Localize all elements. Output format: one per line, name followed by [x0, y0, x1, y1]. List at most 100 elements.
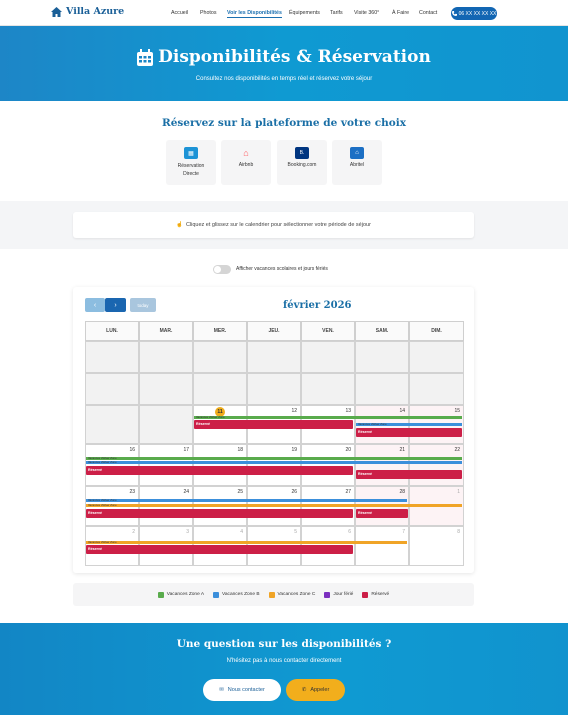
calendar-day-cell[interactable]: 22 — [409, 444, 464, 486]
day-number: 6 — [348, 529, 351, 535]
holiday-bar-zone-b[interactable]: Vacances d'Hiver Zone — [356, 423, 462, 426]
platform-label: Abritel — [349, 162, 365, 168]
footer-title: Une question sur les disponibilités ? — [176, 638, 392, 650]
calendar-day-cell[interactable] — [301, 341, 355, 373]
calendar-day-cell[interactable]: 16 — [85, 444, 139, 486]
calendar-day-cell[interactable] — [85, 405, 139, 444]
logo-text: Villa Azure — [66, 6, 125, 17]
holidays-toggle[interactable] — [213, 265, 231, 274]
day-number: 14 — [399, 408, 405, 414]
day-number: 3 — [186, 529, 189, 535]
reservation-bar[interactable]: Réservé — [356, 428, 462, 437]
holiday-bar-zone-c[interactable]: Vacances d'Hiver Zone — [86, 541, 407, 544]
day-number: 22 — [454, 447, 460, 453]
calendar-day-cell[interactable]: 18 — [193, 444, 247, 486]
weekday-header-mar: MAR. — [139, 321, 193, 341]
platform-label: Airbnb — [238, 162, 254, 168]
day-number: 21 — [399, 447, 405, 453]
calendar-day-cell[interactable] — [409, 341, 464, 373]
weekday-header-ven: VEN. — [301, 321, 355, 341]
platform-label: Réservation Directe — [177, 163, 205, 177]
calendar-day-cell[interactable]: 8 — [409, 526, 464, 566]
legend-item: Vacances Zone C — [268, 591, 315, 598]
day-number: 16 — [129, 447, 135, 453]
month-title: février 2026 — [283, 300, 352, 311]
holiday-bar-zone-c[interactable]: Vacances d'Hiver Zone — [86, 504, 462, 507]
call-button[interactable]: ✆ Appeler — [286, 679, 345, 701]
contact-button[interactable]: ✉ Nous contacter — [203, 679, 281, 701]
legend-label: Réservé — [371, 592, 390, 597]
calendar-day-cell[interactable] — [193, 341, 247, 373]
instruction-box: ☝ Cliquez et glissez sur le calendrier p… — [73, 212, 474, 238]
next-month-button[interactable]: › — [105, 298, 126, 312]
calendar-day-cell[interactable] — [139, 373, 193, 405]
page-title: Disponibilités & Réservation — [0, 47, 568, 67]
reservation-bar[interactable]: Réservé — [86, 545, 353, 554]
calendar-day-cell[interactable] — [193, 373, 247, 405]
holiday-bar-zone-b[interactable]: Vacances d'Hiver Zone — [86, 499, 407, 502]
calendar-day-cell[interactable] — [409, 373, 464, 405]
legend-label: Jour férié — [333, 592, 354, 597]
platform-card-abritel[interactable]: ⌂ Abritel — [332, 140, 382, 185]
legend-item: Jour férié — [324, 591, 354, 598]
nav-item-disponibilites[interactable]: Voir les Disponibilités — [227, 10, 282, 18]
platforms-title: Réservez sur la plateforme de votre choi… — [161, 117, 407, 129]
day-number: 26 — [291, 489, 297, 495]
holidays-toggle-label: Afficher vacances scolaires et jours fér… — [236, 266, 328, 272]
calendar-day-cell[interactable]: 20 — [301, 444, 355, 486]
calendar-day-cell[interactable]: 19 — [247, 444, 301, 486]
calendar-day-cell[interactable] — [85, 341, 139, 373]
reservation-bar[interactable]: Réservé — [356, 470, 462, 479]
calendar-day-cell[interactable] — [355, 373, 409, 405]
airbnb-icon: ⌂ — [243, 148, 249, 158]
calendar-day-cell[interactable] — [139, 341, 193, 373]
direct-booking-icon: ▦ — [184, 147, 198, 159]
nav-item-contact[interactable]: Contact — [419, 10, 438, 16]
nav-item-photos[interactable]: Photos — [200, 10, 217, 16]
abritel-icon: ⌂ — [350, 147, 364, 159]
day-number: 1 — [457, 489, 460, 495]
calendar-day-cell[interactable] — [355, 341, 409, 373]
platform-card-airbnb[interactable]: ⌂ Airbnb — [221, 140, 271, 185]
reservation-bar[interactable]: Réservé — [86, 509, 353, 518]
today-button[interactable]: today — [130, 298, 156, 312]
logo[interactable]: Villa Azure — [51, 6, 124, 17]
nav-item-equipements[interactable]: Équipements — [289, 10, 320, 16]
holiday-bar-zone-a[interactable]: Vacances d'Hiver Zone — [86, 457, 462, 460]
prev-month-button[interactable]: ‹ — [85, 298, 105, 312]
calendar-day-cell[interactable] — [85, 373, 139, 405]
nav-item-accueil[interactable]: Accueil — [171, 10, 189, 16]
phone-button[interactable]: 06 XX XX XX XX — [451, 7, 497, 20]
holiday-bar-zone-b[interactable]: Vacances d'Hiver Zone — [86, 461, 462, 464]
day-number: 2 — [132, 529, 135, 535]
calendar-day-cell[interactable] — [247, 341, 301, 373]
legend-label: Vacances Zone A — [166, 592, 205, 597]
platform-label: Booking.com — [287, 162, 317, 168]
calendar-day-cell[interactable]: 17 — [139, 444, 193, 486]
calendar-day-cell[interactable]: 21 — [355, 444, 409, 486]
legend-swatch — [362, 591, 369, 598]
nav-item-tarifs[interactable]: Tarifs — [330, 10, 343, 16]
calendar-day-cell[interactable] — [247, 373, 301, 405]
legend-swatch — [157, 591, 164, 598]
footer-subtitle: N'hésitez pas à nous contacter directeme… — [226, 658, 342, 664]
calendar-day-cell[interactable] — [139, 405, 193, 444]
day-number: 19 — [291, 447, 297, 453]
reservation-bar[interactable]: Réservé — [194, 420, 353, 429]
reservation-bar[interactable]: Réservé — [356, 509, 408, 518]
day-number: 15 — [454, 408, 460, 414]
phone-number: 06 XX XX XX XX — [458, 10, 497, 17]
platform-card-direct[interactable]: ▦ Réservation Directe — [166, 140, 216, 185]
platform-card-booking[interactable]: B. Booking.com — [277, 140, 327, 185]
calendar-day-cell[interactable]: 7 — [355, 526, 409, 566]
legend-swatch — [324, 591, 331, 598]
nav-item-a-faire[interactable]: À Faire — [392, 10, 410, 16]
reservation-bar[interactable]: Réservé — [86, 466, 353, 475]
calendar-day-cell[interactable] — [301, 373, 355, 405]
legend-item: Vacances Zone B — [213, 591, 260, 598]
holiday-bar-zone-a[interactable]: Vacances d'Hiver Zone — [194, 416, 462, 419]
day-number: 24 — [183, 489, 189, 495]
nav-item-visite[interactable]: Visite 360° — [354, 10, 380, 16]
day-number: 27 — [345, 489, 351, 495]
calendar-legend: Vacances Zone A Vacances Zone B Vacances Z… — [73, 583, 474, 606]
